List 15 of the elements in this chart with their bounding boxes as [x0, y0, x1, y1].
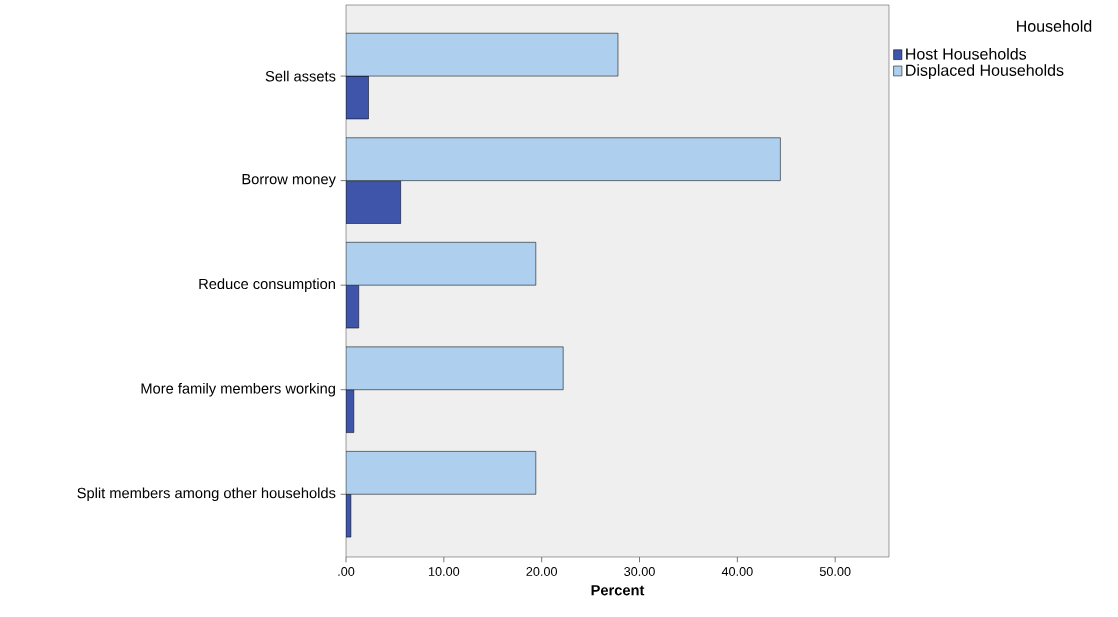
- x-tick-label: 50.00: [819, 567, 851, 576]
- legend-label: Displaced Households: [906, 64, 1064, 80]
- y-tick-label: Borrow money: [242, 174, 336, 188]
- x-tick-label: 10.00: [428, 567, 460, 576]
- x-axis-title: Percent: [591, 585, 645, 596]
- y-tick-label: Split members among other households: [77, 487, 336, 502]
- legend-title: Household: [1017, 20, 1092, 32]
- x-tick-label: .00: [338, 567, 355, 576]
- x-tick-label: 30.00: [624, 567, 655, 576]
- x-tick-label: 20.00: [526, 567, 558, 576]
- x-tick-label: 40.00: [721, 567, 753, 576]
- y-tick-label: Reduce consumption: [199, 278, 335, 292]
- legend-label: Host Households: [906, 47, 1027, 60]
- y-tick-label: More family members working: [141, 382, 335, 397]
- y-tick-label: Sell assets: [265, 70, 336, 82]
